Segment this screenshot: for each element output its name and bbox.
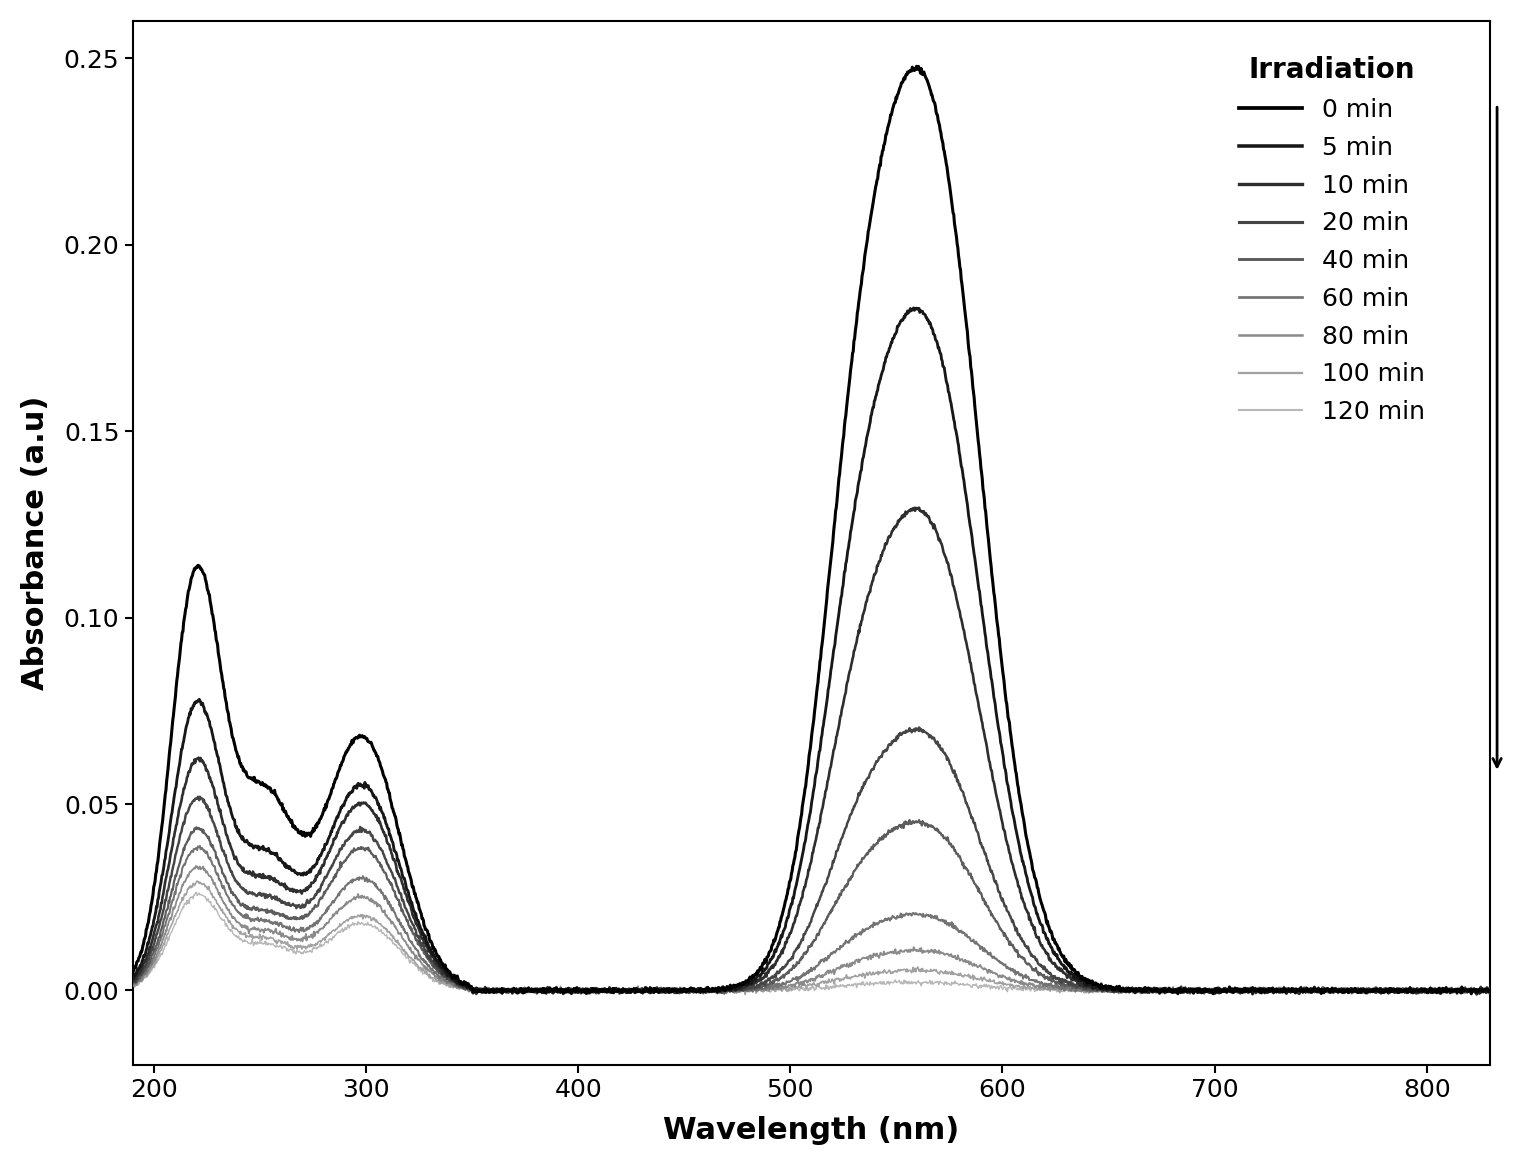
Y-axis label: Absorbance (a.u): Absorbance (a.u) [21, 395, 50, 690]
X-axis label: Wavelength (nm): Wavelength (nm) [663, 1116, 959, 1145]
Legend: 0 min, 5 min, 10 min, 20 min, 40 min, 60 min, 80 min, 100 min, 120 min: 0 min, 5 min, 10 min, 20 min, 40 min, 60… [1227, 44, 1436, 436]
